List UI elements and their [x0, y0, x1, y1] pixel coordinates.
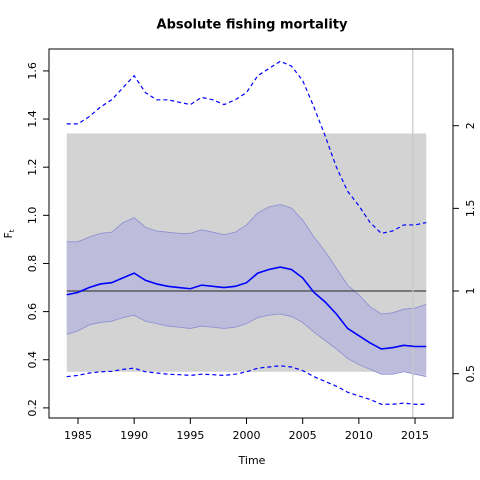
band-edge: [66, 204, 427, 315]
y-tick-label: 1.6: [26, 62, 39, 80]
x-tick-label: 1985: [64, 429, 92, 442]
y-axis-label: Ft: [2, 229, 16, 238]
x-tick-label: 2005: [289, 429, 317, 442]
x-tick-label: 1990: [120, 429, 148, 442]
y2-tick-label: 1: [464, 288, 477, 295]
y-tick-label: 0.6: [26, 303, 39, 321]
y-tick-label: 0.8: [26, 255, 39, 273]
band-edge: [66, 313, 427, 377]
y-tick-label: 1.2: [26, 158, 39, 176]
x-tick-label: 1995: [176, 429, 204, 442]
y-axis-label-main: F: [2, 232, 15, 238]
y-tick-label: 1.0: [26, 207, 39, 225]
chart-title: Absolute fishing mortality: [157, 18, 348, 33]
x-tick-label: 2000: [233, 429, 261, 442]
x-tick-label: 2010: [345, 429, 373, 442]
series-line: [66, 365, 427, 405]
y2-tick-label: 2: [464, 122, 477, 129]
y2-tick-label: 1.5: [464, 200, 477, 218]
x-axis-label: Time: [238, 454, 266, 467]
x-tick-label: 2015: [401, 429, 429, 442]
y-axis-label-subscript: t: [8, 229, 16, 232]
series-line: [66, 60, 427, 235]
y-tick-label: 1.4: [26, 110, 39, 128]
y-tick-label: 0.2: [26, 399, 39, 417]
y-tick-label: 0.4: [26, 351, 39, 369]
series-line: [66, 266, 427, 350]
y2-tick-label: 0.5: [464, 365, 477, 383]
plot-frame: [48, 48, 454, 419]
